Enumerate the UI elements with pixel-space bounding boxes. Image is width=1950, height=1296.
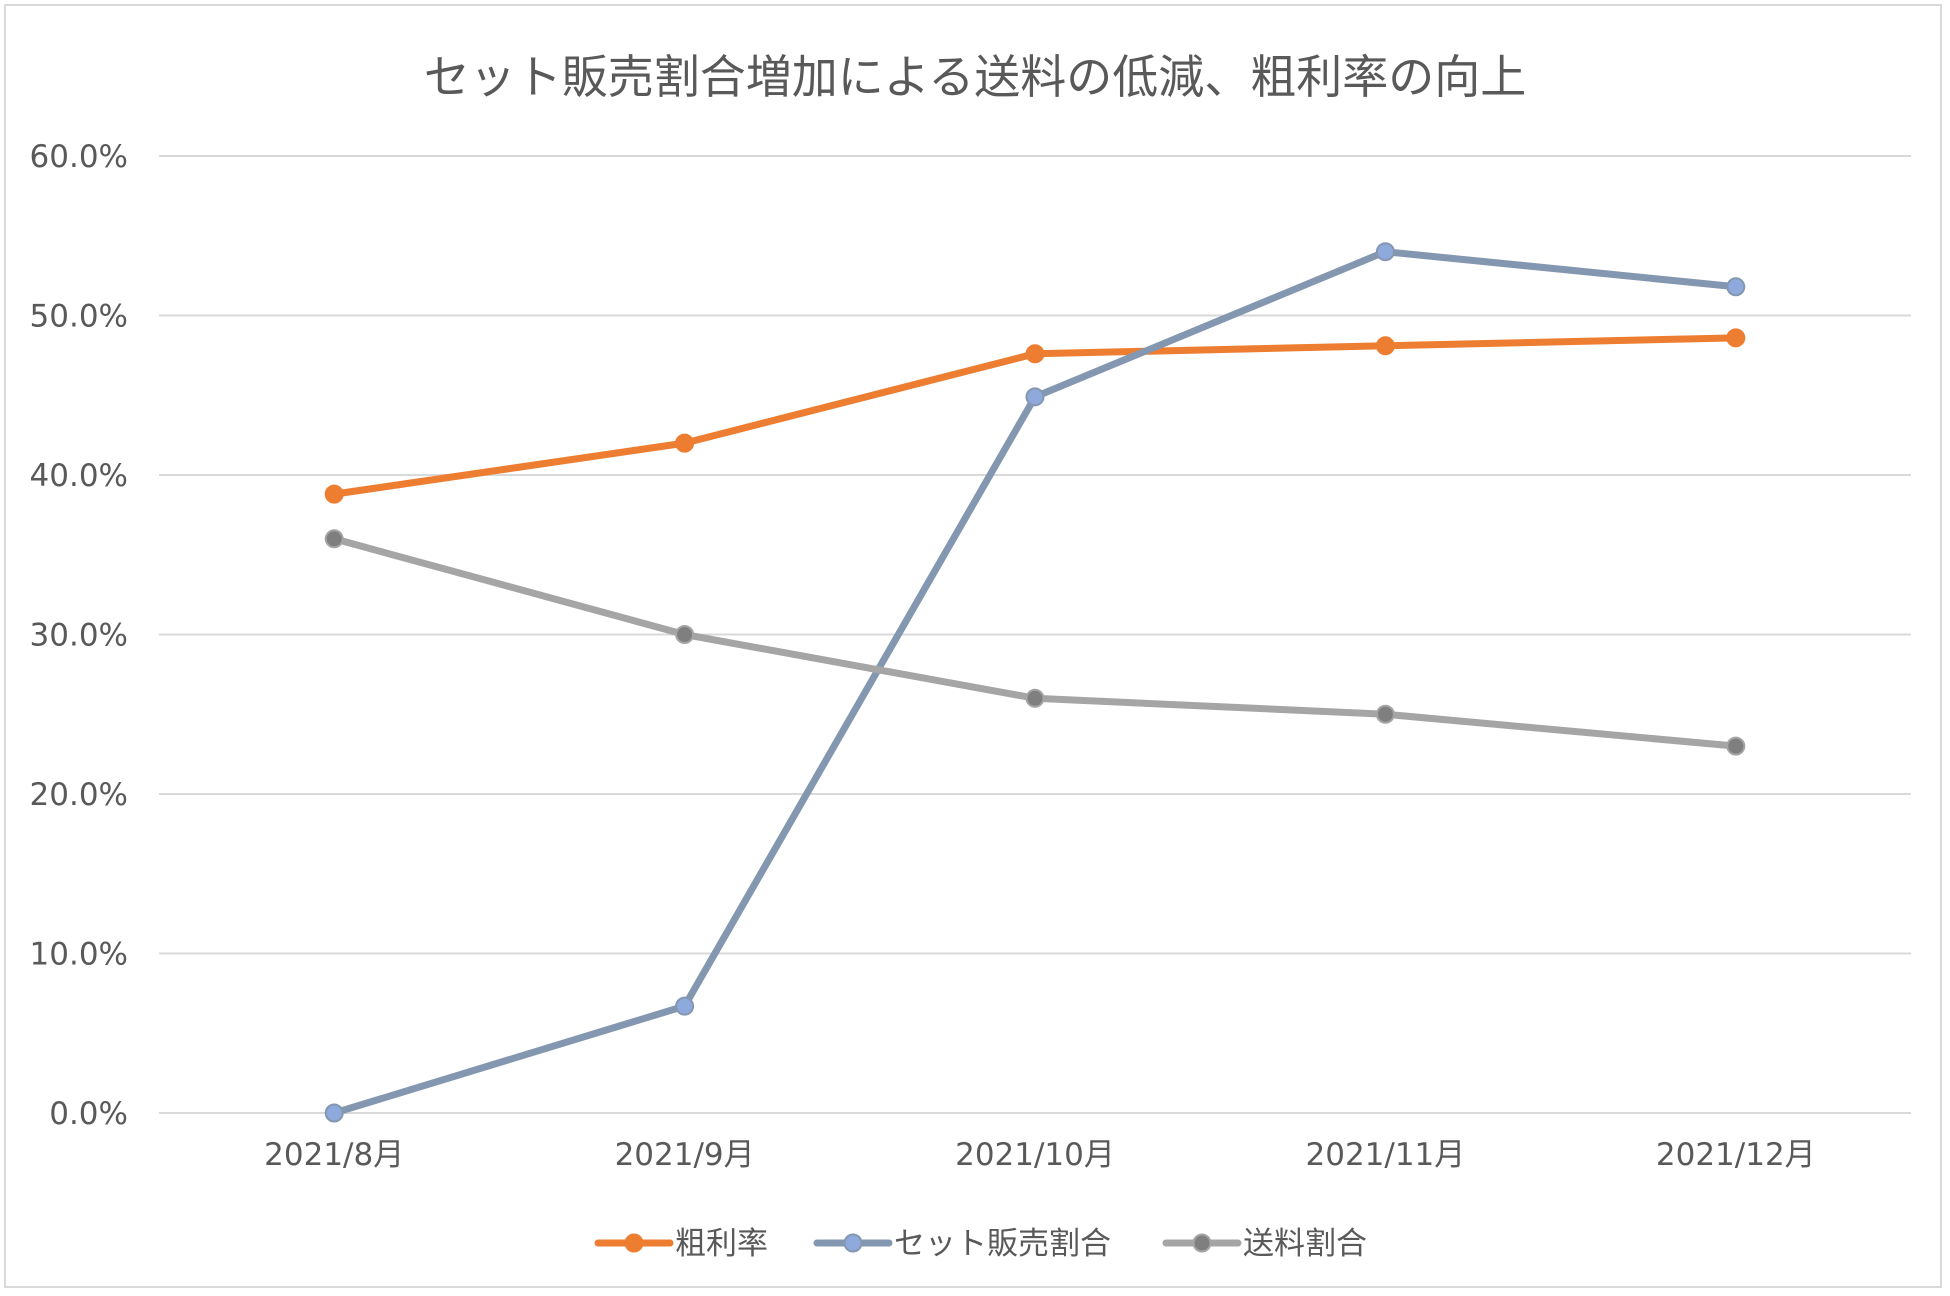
series-3 — [324, 529, 1746, 756]
data-point — [324, 484, 344, 504]
x-tick-label: 2021/11月 — [1306, 1137, 1466, 1173]
data-point — [324, 529, 344, 549]
legend-swatch-marker — [1192, 1233, 1212, 1253]
y-tick-label: 60.0% — [30, 139, 128, 175]
y-axis-ticks: 0.0% 10.0% 20.0% 30.0% 40.0% 50.0% 60.0% — [30, 139, 128, 1132]
data-point — [675, 433, 695, 453]
y-tick-label: 40.0% — [30, 458, 128, 494]
data-point — [1025, 344, 1045, 364]
legend-item: 送料割合 — [1162, 1226, 1367, 1262]
series-layer — [324, 242, 1746, 1123]
series-line — [330, 248, 1740, 1117]
data-point — [1025, 688, 1045, 708]
legend-swatch-marker — [624, 1233, 644, 1253]
y-tick-label: 50.0% — [30, 299, 128, 335]
data-point — [1375, 336, 1395, 356]
data-point — [1726, 736, 1746, 756]
legend-swatch-marker — [843, 1233, 863, 1253]
x-tick-label: 2021/10月 — [955, 1137, 1115, 1173]
chart-frame: セット販売割合増加による送料の低減、粗利率の向上 0.0% 10.0% 20.0% 3… — [4, 4, 1942, 1288]
data-point — [1375, 704, 1395, 724]
data-point — [675, 625, 695, 644]
data-point — [324, 1103, 344, 1123]
series-1 — [324, 328, 1746, 504]
x-tick-label: 2021/12月 — [1656, 1137, 1816, 1173]
data-point — [1726, 328, 1746, 348]
y-tick-label: 0.0% — [49, 1096, 128, 1132]
data-point — [675, 996, 695, 1016]
y-tick-label: 30.0% — [30, 618, 128, 654]
legend-item: セット販売割合 — [813, 1226, 1111, 1262]
data-point — [1025, 387, 1045, 407]
x-tick-label: 2021/8月 — [264, 1137, 404, 1173]
legend: 粗利率 セット販売割合 送料割合 — [594, 1226, 1367, 1262]
data-point — [1375, 242, 1395, 262]
legend-label: 送料割合 — [1243, 1226, 1367, 1262]
y-tick-label: 20.0% — [30, 777, 128, 813]
x-axis-ticks: 2021/8月 2021/9月 2021/10月 2021/11月 2021/12月 — [264, 1137, 1816, 1173]
chart-title: セット販売割合増加による送料の低減、粗利率の向上 — [424, 50, 1527, 104]
x-tick-label: 2021/9月 — [615, 1137, 755, 1173]
legend-label: セット販売割合 — [894, 1226, 1111, 1262]
grid-layer — [159, 155, 1911, 1114]
legend-label: 粗利率 — [675, 1226, 768, 1262]
legend-item: 粗利率 — [594, 1226, 768, 1262]
series-2 — [324, 242, 1746, 1123]
series-line — [330, 535, 1740, 750]
line-chart: セット販売割合増加による送料の低減、粗利率の向上 0.0% 10.0% 20.0% 3… — [30, 50, 1911, 1262]
data-point — [1726, 277, 1746, 297]
y-tick-label: 10.0% — [30, 937, 128, 973]
